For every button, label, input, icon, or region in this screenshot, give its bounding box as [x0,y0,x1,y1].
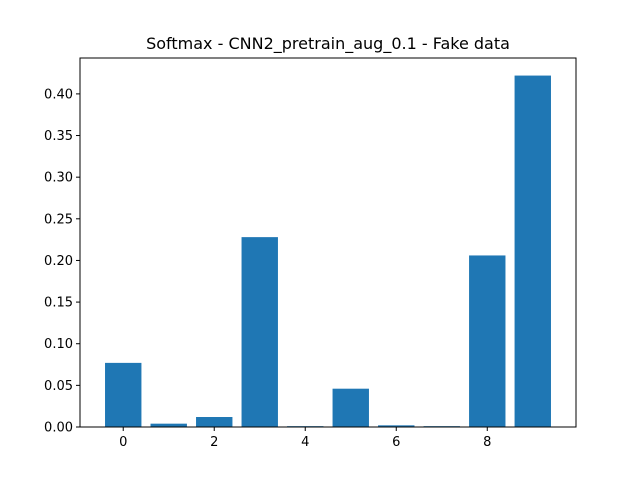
x-tick-label: 0 [119,435,127,450]
bar-6 [378,425,415,427]
x-tick-label: 4 [301,435,309,450]
y-tick-label: 0.40 [44,87,73,102]
y-tick-label: 0.30 [44,171,73,186]
x-tick-label: 6 [392,435,400,450]
x-tick-label: 2 [210,435,218,450]
x-tick-label: 8 [483,435,491,450]
y-tick-label: 0.10 [44,337,73,352]
y-tick-label: 0.25 [44,212,73,227]
y-tick-label: 0.05 [44,379,73,394]
bars-group [105,75,551,428]
bar-2 [196,417,233,427]
y-tick-label: 0.35 [44,129,73,144]
chart-title: Softmax - CNN2_pretrain_aug_0.1 - Fake d… [146,34,510,54]
bar-8 [469,255,506,427]
y-axis: 0.00 0.05 0.10 0.15 0.20 0.25 0.30 0.35 0.40 [44,87,80,436]
y-tick-label: 0.00 [44,421,73,436]
bar-5 [332,388,369,427]
x-axis: 0 2 4 6 8 [119,427,491,450]
plot-frame [79,57,577,428]
y-tick-label: 0.20 [44,254,73,269]
bar-0 [105,362,142,427]
bar-1 [150,423,187,427]
y-tick-label: 0.15 [44,296,73,311]
bar-9 [514,75,551,428]
bar-3 [241,237,278,427]
